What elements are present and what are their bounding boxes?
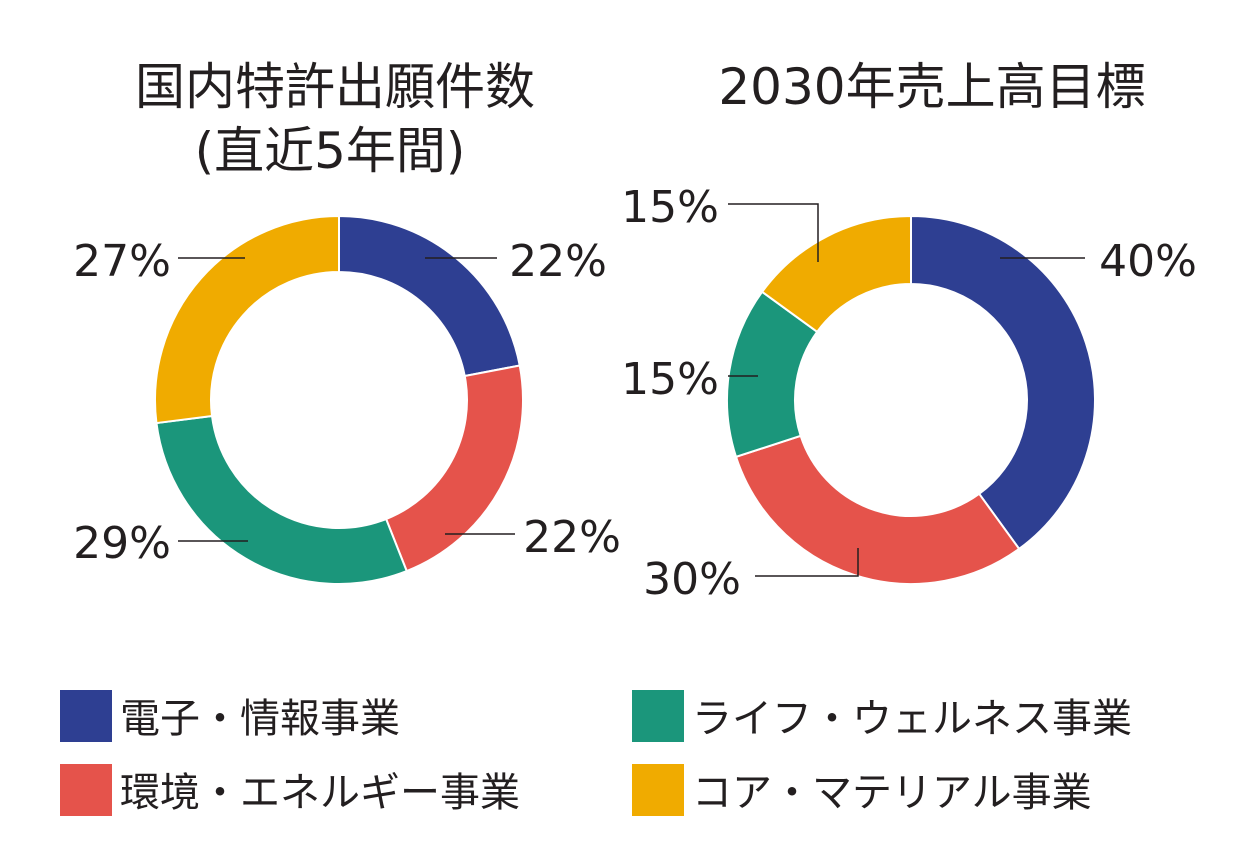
chart1-data-label-3: 29% (73, 518, 171, 569)
chart1-title: 国内特許出願件数 (135, 58, 535, 116)
chart2-slice-4 (760, 214, 912, 334)
chart1-slice-4 (154, 214, 340, 425)
chart2-title: 2030年売上高目標 (718, 58, 1145, 116)
chart1-slice-3 (155, 414, 409, 585)
legend-label-1: 電子・情報事業 (120, 696, 400, 742)
chart2-data-label-4: 15% (621, 182, 719, 233)
chart2-data-label-2: 30% (643, 554, 741, 605)
legend-swatch-1 (60, 690, 112, 742)
chart1-slice-2 (384, 364, 524, 573)
chart1-data-label-1: 22% (509, 236, 607, 287)
legend-label-4: コア・マテリアル事業 (692, 770, 1092, 816)
chart2-leader-line-2 (755, 548, 859, 577)
legend-swatch-2 (632, 690, 684, 742)
chart1-subtitle: (直近5年間) (195, 122, 466, 180)
chart2-data-label-3: 15% (621, 354, 719, 405)
chart2-slice-1 (910, 214, 1096, 551)
legend-label-3: 環境・エネルギー事業 (120, 770, 520, 816)
chart2-slice-2 (734, 434, 1021, 585)
legend-swatch-4 (632, 764, 684, 816)
legend-label-2: ライフ・ウェルネス事業 (692, 696, 1132, 742)
chart2-data-label-1: 40% (1099, 236, 1197, 287)
chart2-leader-line-4 (728, 203, 819, 262)
chart1-data-label-2: 22% (523, 512, 621, 563)
legend-swatch-3 (60, 764, 112, 816)
chart1-data-label-4: 27% (73, 236, 171, 287)
chart1-slice-1 (338, 214, 521, 378)
